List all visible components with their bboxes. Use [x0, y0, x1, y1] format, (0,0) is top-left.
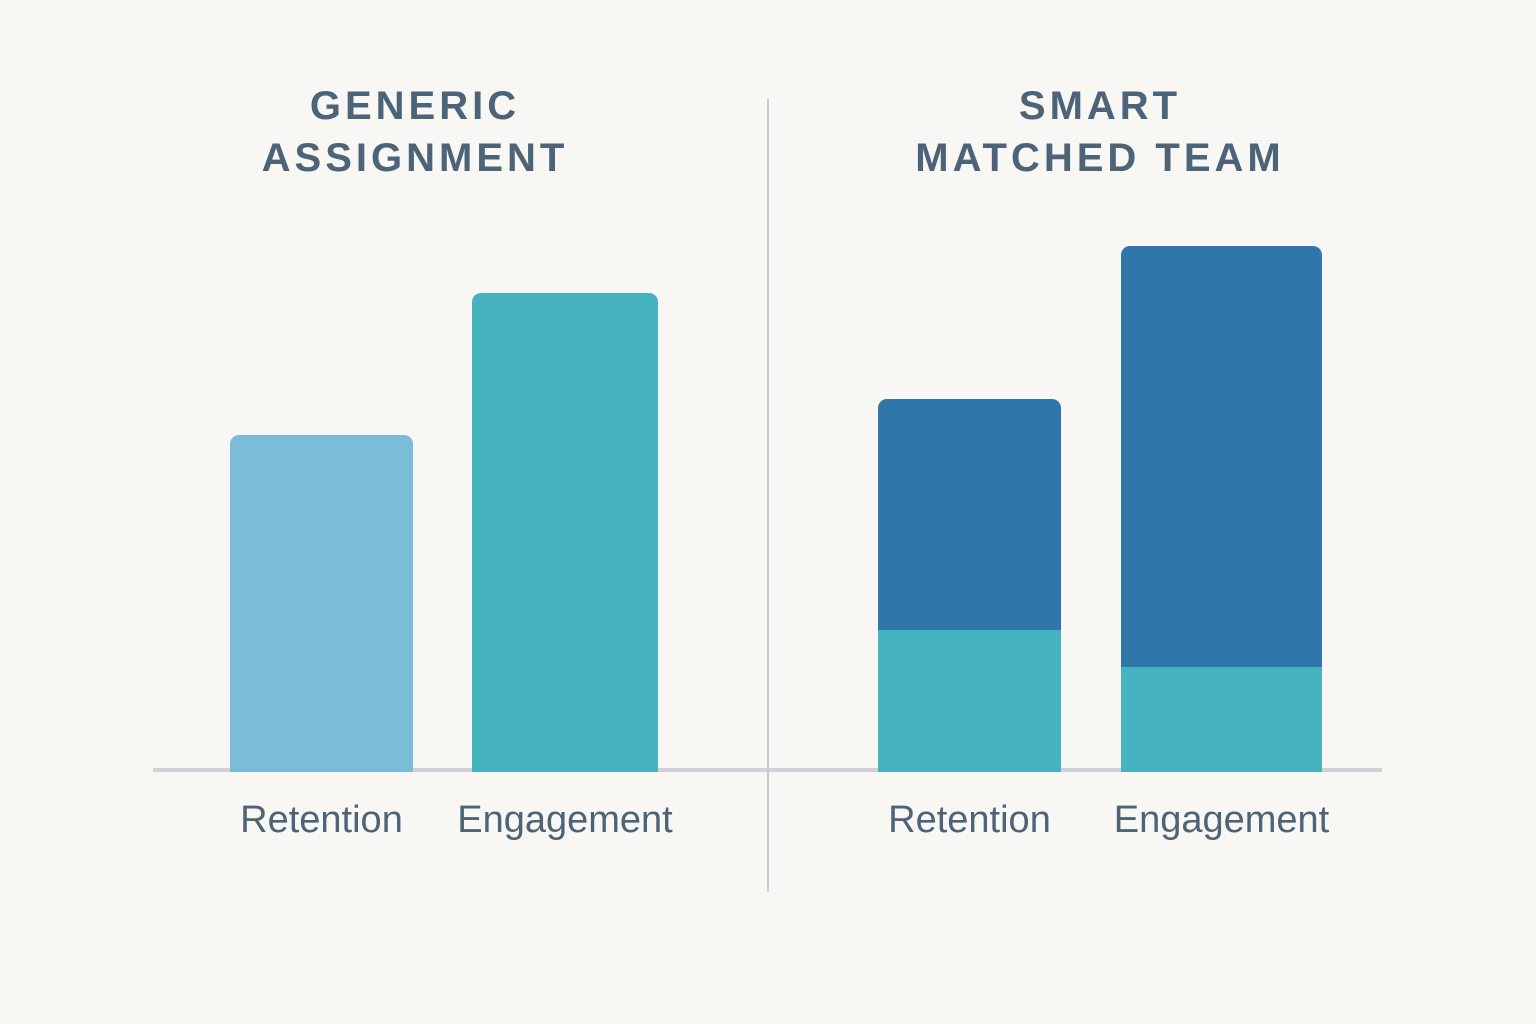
- bar-segment-base-level: [1121, 666, 1322, 772]
- bar-segment-uplift: [1121, 246, 1322, 667]
- smart-matched-team-labels: Retention Engagement: [878, 796, 1330, 844]
- bar-segment-retention-level: [230, 435, 413, 772]
- generic-assignment-title: GENERIC ASSIGNMENT: [140, 80, 690, 184]
- bar-segment-engagement-level: [472, 293, 658, 772]
- panel-divider: [767, 99, 769, 892]
- bar-retention: [878, 399, 1061, 772]
- category-label-engagement: Engagement: [457, 799, 673, 841]
- title-line-2: MATCHED TEAM: [915, 136, 1285, 180]
- title-line-2: ASSIGNMENT: [261, 136, 569, 180]
- smart-matched-team-bars: [878, 246, 1322, 772]
- title-line-1: GENERIC: [309, 84, 521, 128]
- bar-segment-uplift: [878, 399, 1061, 631]
- generic-assignment-bars: [230, 293, 658, 772]
- bar-retention: [230, 435, 413, 772]
- bar-segment-base-level: [878, 630, 1061, 772]
- category-label-engagement: Engagement: [1113, 799, 1330, 841]
- category-label-retention: Retention: [888, 799, 1051, 841]
- generic-assignment-labels: Retention Engagement: [230, 796, 673, 844]
- bar-engagement: [472, 293, 658, 772]
- bar-engagement: [1121, 246, 1322, 772]
- title-line-1: SMART: [1018, 84, 1182, 128]
- smart-matched-team-title: SMART MATCHED TEAM: [825, 80, 1375, 184]
- category-label-retention: Retention: [240, 799, 403, 841]
